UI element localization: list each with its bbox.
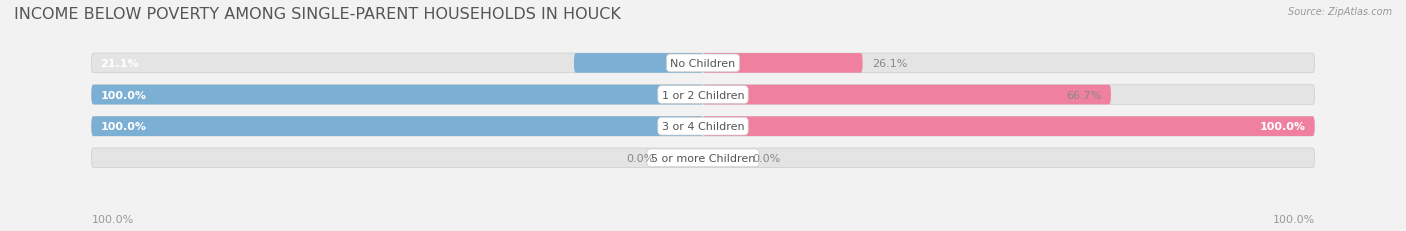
Text: No Children: No Children xyxy=(671,59,735,69)
FancyBboxPatch shape xyxy=(91,54,1315,73)
Text: 3 or 4 Children: 3 or 4 Children xyxy=(662,122,744,132)
FancyBboxPatch shape xyxy=(703,85,1111,105)
Text: 0.0%: 0.0% xyxy=(752,153,780,163)
Text: 26.1%: 26.1% xyxy=(872,59,907,69)
Text: Source: ZipAtlas.com: Source: ZipAtlas.com xyxy=(1288,7,1392,17)
FancyBboxPatch shape xyxy=(574,54,703,73)
Text: 100.0%: 100.0% xyxy=(1260,122,1305,132)
FancyBboxPatch shape xyxy=(91,85,1315,105)
Text: 21.1%: 21.1% xyxy=(101,59,139,69)
FancyBboxPatch shape xyxy=(703,117,1315,136)
Text: 1 or 2 Children: 1 or 2 Children xyxy=(662,90,744,100)
Text: 100.0%: 100.0% xyxy=(91,214,134,224)
FancyBboxPatch shape xyxy=(91,85,703,105)
Text: 100.0%: 100.0% xyxy=(1272,214,1315,224)
Text: 66.7%: 66.7% xyxy=(1066,90,1102,100)
FancyBboxPatch shape xyxy=(91,117,703,136)
Text: 5 or more Children: 5 or more Children xyxy=(651,153,755,163)
FancyBboxPatch shape xyxy=(91,117,1315,136)
Text: INCOME BELOW POVERTY AMONG SINGLE-PARENT HOUSEHOLDS IN HOUCK: INCOME BELOW POVERTY AMONG SINGLE-PARENT… xyxy=(14,7,621,22)
FancyBboxPatch shape xyxy=(703,54,863,73)
FancyBboxPatch shape xyxy=(91,148,1315,168)
Text: 100.0%: 100.0% xyxy=(101,90,146,100)
Text: 100.0%: 100.0% xyxy=(101,122,146,132)
Text: 0.0%: 0.0% xyxy=(626,153,654,163)
